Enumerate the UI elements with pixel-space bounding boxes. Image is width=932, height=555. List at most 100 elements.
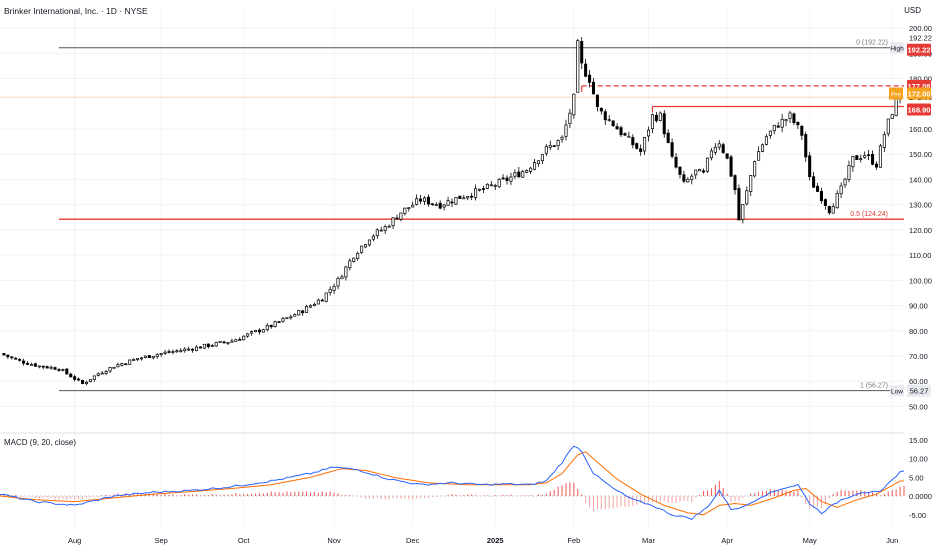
candle-down[interactable]	[808, 155, 812, 178]
candle-up[interactable]	[336, 278, 340, 287]
candle-down[interactable]	[623, 133, 627, 136]
candle-up[interactable]	[843, 178, 847, 186]
candle-up[interactable]	[713, 146, 717, 153]
candle-down[interactable]	[18, 359, 22, 361]
candle-down[interactable]	[682, 174, 686, 182]
candle-up[interactable]	[116, 364, 120, 368]
candle-up[interactable]	[533, 162, 537, 170]
candle-down[interactable]	[470, 195, 474, 198]
candle-down[interactable]	[823, 199, 827, 206]
candle-down[interactable]	[874, 163, 879, 168]
candle-up[interactable]	[422, 197, 427, 202]
candle-down[interactable]	[501, 177, 505, 180]
candle-up[interactable]	[387, 225, 391, 228]
candle-up[interactable]	[509, 176, 513, 182]
candle-up[interactable]	[446, 200, 450, 206]
candle-down[interactable]	[615, 126, 619, 130]
candle-up[interactable]	[886, 118, 890, 135]
candle-down[interactable]	[678, 166, 682, 175]
candle-up[interactable]	[572, 93, 576, 116]
candle-down[interactable]	[819, 190, 823, 202]
candle-down[interactable]	[81, 380, 85, 384]
candle-up[interactable]	[37, 365, 41, 368]
candle-down[interactable]	[167, 351, 171, 353]
candle-down[interactable]	[222, 341, 226, 344]
candle-down[interactable]	[426, 196, 430, 205]
candle-up[interactable]	[560, 136, 564, 140]
candle-up[interactable]	[489, 184, 493, 187]
candle-up[interactable]	[521, 171, 525, 178]
candle-up[interactable]	[214, 342, 218, 347]
candle-up[interactable]	[344, 266, 348, 278]
candle-down[interactable]	[674, 156, 678, 168]
candle-down[interactable]	[662, 113, 666, 135]
candle-up[interactable]	[686, 178, 690, 183]
candle-up[interactable]	[741, 204, 745, 220]
candle-down[interactable]	[595, 94, 599, 107]
candle-up[interactable]	[607, 119, 611, 122]
candle-up[interactable]	[202, 343, 206, 349]
candle-up[interactable]	[835, 193, 839, 209]
candle-down[interactable]	[269, 324, 273, 328]
candle-down[interactable]	[721, 144, 725, 154]
candle-up[interactable]	[859, 158, 863, 160]
candle-down[interactable]	[588, 74, 592, 83]
candle-up[interactable]	[163, 351, 167, 354]
candle-down[interactable]	[33, 363, 37, 367]
candle-down[interactable]	[301, 310, 305, 314]
candle-up[interactable]	[88, 379, 92, 382]
candle-up[interactable]	[694, 169, 698, 176]
candle-up[interactable]	[407, 207, 411, 209]
macd-line[interactable]	[0, 445, 905, 520]
candle-up[interactable]	[882, 134, 886, 148]
candle-down[interactable]	[124, 363, 128, 366]
candle-up[interactable]	[285, 317, 289, 320]
candle-down[interactable]	[639, 148, 643, 152]
candle-down[interactable]	[206, 343, 210, 348]
candle-down[interactable]	[458, 195, 462, 199]
candle-down[interactable]	[257, 329, 261, 333]
candle-up[interactable]	[643, 137, 647, 152]
candle-up[interactable]	[183, 348, 187, 352]
candle-up[interactable]	[753, 161, 757, 177]
candle-down[interactable]	[65, 368, 69, 375]
candle-up[interactable]	[784, 119, 788, 122]
candle-up[interactable]	[226, 341, 230, 344]
candle-up[interactable]	[497, 178, 501, 188]
candle-down[interactable]	[25, 362, 30, 365]
candle-up[interactable]	[379, 229, 383, 232]
candle-down[interactable]	[481, 188, 485, 190]
candle-up[interactable]	[894, 97, 898, 116]
macd-title[interactable]: MACD (9, 20, close)	[4, 438, 76, 447]
candle-up[interactable]	[281, 318, 285, 322]
candle-down[interactable]	[450, 201, 454, 204]
candle-down[interactable]	[73, 376, 77, 380]
candle-down[interactable]	[238, 339, 242, 341]
candle-up[interactable]	[108, 367, 112, 372]
candle-down[interactable]	[796, 121, 800, 126]
candle-up[interactable]	[411, 204, 415, 208]
candle-up[interactable]	[556, 140, 560, 147]
candle-up[interactable]	[120, 363, 124, 366]
candle-up[interactable]	[576, 40, 580, 93]
candle-up[interactable]	[136, 358, 140, 360]
candle-down[interactable]	[654, 114, 658, 122]
candle-up[interactable]	[230, 340, 234, 343]
candle-up[interactable]	[308, 305, 313, 308]
candle-up[interactable]	[104, 371, 108, 374]
candle-up[interactable]	[340, 276, 344, 280]
candle-down[interactable]	[69, 373, 73, 378]
candle-up[interactable]	[265, 324, 269, 330]
candle-down[interactable]	[776, 125, 780, 128]
candle-down[interactable]	[277, 321, 281, 323]
candle-up[interactable]	[171, 351, 175, 353]
candle-up[interactable]	[371, 235, 375, 240]
candle-up[interactable]	[442, 204, 446, 208]
candle-down[interactable]	[827, 206, 831, 214]
candle-down[interactable]	[10, 356, 14, 359]
candle-up[interactable]	[548, 145, 552, 148]
candle-down[interactable]	[591, 81, 596, 95]
candle-up[interactable]	[155, 354, 159, 357]
candle-up[interactable]	[462, 197, 466, 200]
candle-up[interactable]	[772, 124, 776, 132]
